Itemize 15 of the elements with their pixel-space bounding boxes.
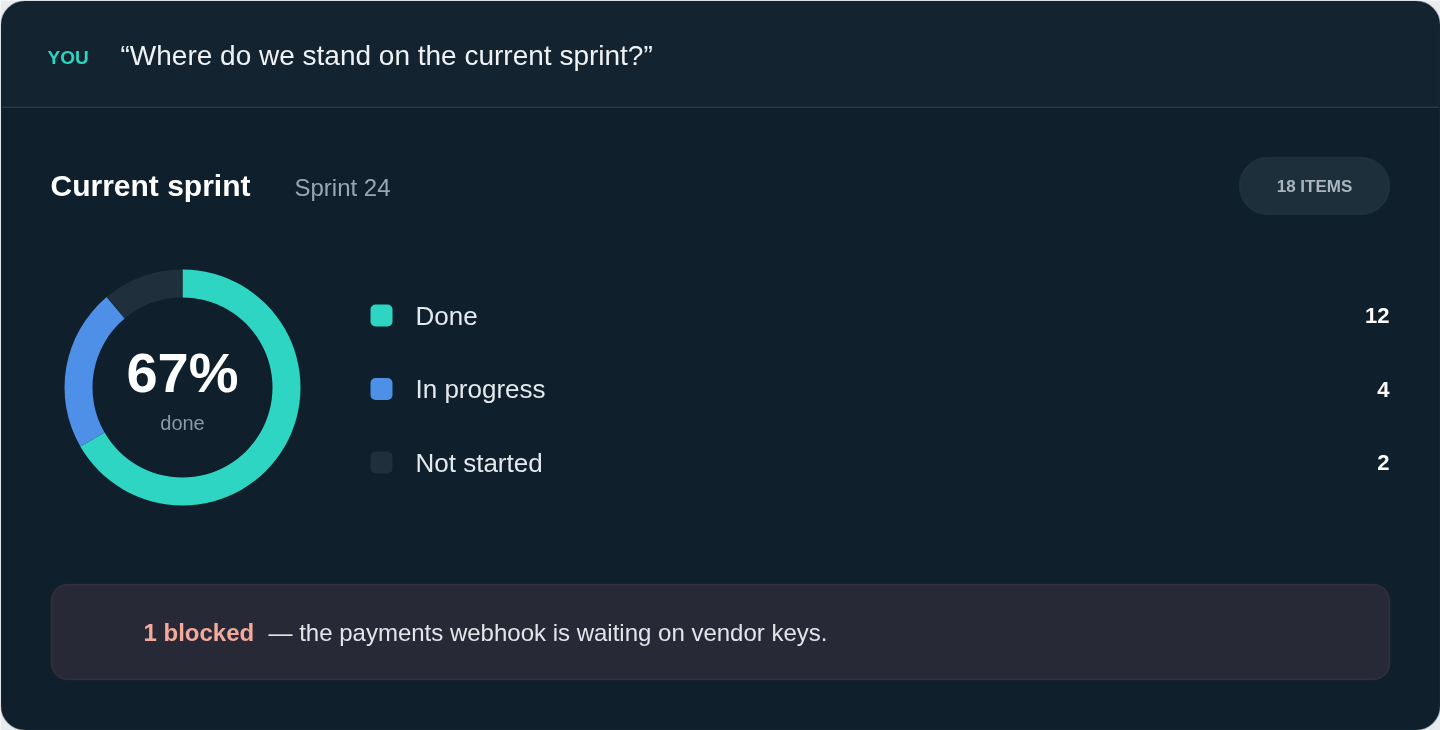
legend-label: Done — [415, 300, 478, 331]
text: — the payments webhook is waiting on vendor keys. — [268, 619, 828, 646]
text: done — [160, 411, 205, 434]
text: 18 ITEMS — [1276, 177, 1353, 196]
chart-title: Current sprint — [50, 169, 251, 202]
text: 67% — [126, 341, 239, 404]
data-label: 2 — [1377, 450, 1390, 475]
chart-subtitle: Sprint 24 — [294, 174, 391, 201]
text: “Where do we stand on the current sprint?” — [120, 40, 653, 71]
data-label: 12 — [1365, 303, 1390, 328]
legend-label: In progress — [415, 374, 546, 404]
data-label: 4 — [1377, 376, 1391, 402]
text: YOU — [47, 47, 89, 68]
legend-label: Not started — [415, 447, 543, 478]
text: 1 blocked — [143, 619, 255, 646]
